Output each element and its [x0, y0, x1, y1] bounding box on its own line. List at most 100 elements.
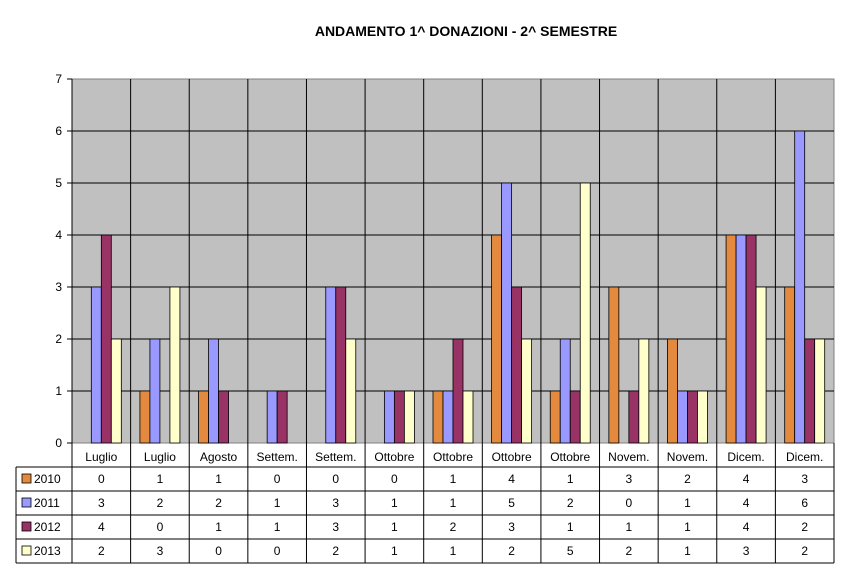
data-label: 2	[508, 544, 515, 558]
bar-2011-4	[266, 390, 278, 444]
legend-label-2013: 2013	[34, 544, 61, 558]
data-label: 4	[508, 472, 515, 486]
bar-2013-1	[110, 338, 122, 444]
data-label: 1	[274, 496, 281, 510]
legend-swatch-2010	[21, 473, 32, 484]
data-label: 1	[215, 472, 222, 486]
data-label: 2	[332, 544, 339, 558]
x-category-label: Ottobre	[492, 450, 532, 464]
x-category-label: Ottobre	[433, 450, 473, 464]
bar-2010-3	[198, 390, 209, 444]
data-label: 3	[332, 496, 339, 510]
data-label: 2	[801, 544, 808, 558]
bar-2012-3	[218, 390, 229, 444]
y-tick-label: 0	[55, 436, 62, 450]
y-axis: 0 1 2 3 4 5 6 7	[55, 72, 73, 450]
data-label: 5	[567, 544, 574, 558]
bar-2012-4	[276, 390, 288, 444]
bar-2013-8	[521, 338, 533, 444]
legend-label-2011: 2011	[34, 496, 60, 510]
bar-2013-10	[638, 338, 650, 444]
data-label: 1	[391, 496, 398, 510]
x-category-label: Settem.	[256, 450, 297, 464]
bar-2012-8	[511, 286, 523, 444]
y-tick-label: 4	[55, 228, 62, 242]
bar-2012-5	[335, 286, 347, 444]
bar-2012-13	[804, 338, 816, 444]
data-label: 1	[391, 544, 398, 558]
legend-swatch-2011	[21, 497, 32, 508]
bar-2011-11	[677, 390, 688, 444]
y-tick-label: 5	[55, 176, 62, 190]
data-label: 0	[215, 544, 222, 558]
data-label: 0	[157, 520, 164, 534]
bar-2010-2	[139, 390, 151, 444]
data-label: 2	[215, 496, 222, 510]
data-label: 3	[332, 520, 339, 534]
bar-2011-5	[325, 286, 337, 444]
y-tick-label: 6	[55, 124, 62, 138]
data-label: 4	[743, 520, 750, 534]
bar-2011-12	[735, 234, 747, 444]
legend-swatch-2013	[21, 545, 32, 556]
data-label: 3	[157, 544, 164, 558]
bar-2013-12	[755, 286, 767, 444]
bar-2012-11	[687, 390, 698, 444]
bar-2011-13	[794, 130, 806, 444]
bar-2013-7	[462, 390, 474, 444]
data-label: 0	[274, 472, 281, 486]
bar-2010-7	[432, 390, 444, 444]
bar-2011-9	[559, 338, 571, 444]
x-category-label: Luglio	[144, 450, 176, 464]
bar-2012-12	[745, 234, 757, 444]
data-label: 1	[567, 472, 574, 486]
data-label: 0	[98, 472, 105, 486]
bar-2010-10	[608, 286, 620, 444]
data-label: 1	[450, 544, 457, 558]
bar-2013-11	[697, 390, 708, 444]
legend-label-2012: 2012	[34, 520, 61, 534]
bars	[90, 130, 826, 444]
data-label: 1	[626, 520, 633, 534]
y-tick-label: 7	[55, 72, 62, 86]
bar-2010-9	[549, 390, 561, 444]
bar-2011-2	[149, 338, 161, 444]
legend-swatch-2012	[21, 521, 32, 532]
data-label: 4	[98, 520, 105, 534]
bar-2013-6	[403, 390, 415, 444]
bar-2011-6	[383, 390, 395, 444]
data-label: 3	[743, 544, 750, 558]
data-label: 1	[274, 520, 281, 534]
data-label: 1	[684, 496, 691, 510]
bar-2013-2	[169, 286, 181, 444]
data-label: 3	[801, 472, 808, 486]
x-category-label: Novem.	[667, 450, 708, 464]
bar-2010-12	[725, 234, 737, 444]
bar-2010-11	[667, 338, 678, 444]
chart-title: ANDAMENTO 1^ DONAZIONI - 2^ SEMESTRE	[315, 23, 617, 39]
data-label: 3	[626, 472, 633, 486]
data-label: 2	[157, 496, 164, 510]
bar-2013-5	[345, 338, 357, 444]
data-label: 6	[801, 496, 808, 510]
data-label: 2	[567, 496, 574, 510]
data-label: 1	[567, 520, 574, 534]
data-label: 1	[391, 520, 398, 534]
x-category-label: Agosto	[200, 450, 238, 464]
bar-2013-13	[814, 338, 826, 444]
data-label: 1	[215, 520, 222, 534]
data-label: 3	[508, 520, 515, 534]
data-label: 1	[450, 472, 457, 486]
x-category-label: Settem.	[315, 450, 356, 464]
data-label: 2	[684, 472, 691, 486]
data-label: 5	[508, 496, 515, 510]
data-label: 0	[332, 472, 339, 486]
bar-2012-6	[393, 390, 405, 444]
bar-2012-10	[628, 390, 640, 444]
bar-2011-3	[208, 338, 219, 444]
data-label: 1	[684, 520, 691, 534]
bar-2013-9	[579, 182, 591, 444]
legend-label-2010: 2010	[34, 472, 61, 486]
x-category-label: Luglio	[85, 450, 117, 464]
